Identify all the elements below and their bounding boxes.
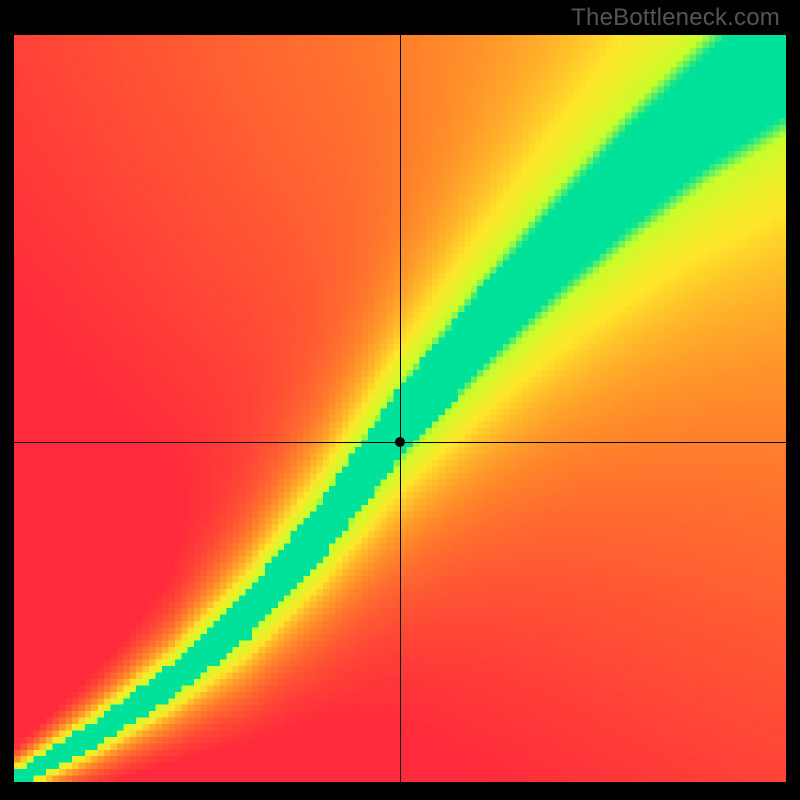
watermark-text: TheBottleneck.com xyxy=(571,4,780,32)
chart-container: { "watermark": "TheBottleneck.com", "wat… xyxy=(0,0,800,800)
heatmap-plot xyxy=(14,35,786,782)
crosshair-vertical xyxy=(400,35,401,782)
marker-dot xyxy=(395,437,405,447)
